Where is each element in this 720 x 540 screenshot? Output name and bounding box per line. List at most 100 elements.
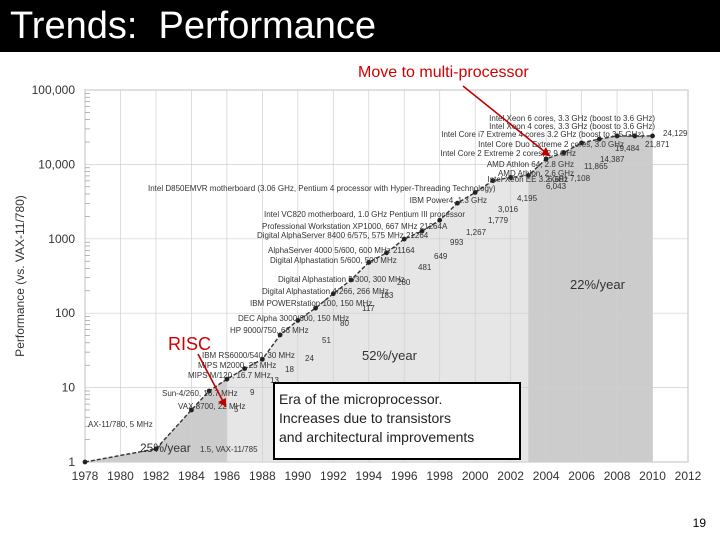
- era-box-line: Increases due to transistors: [279, 410, 451, 426]
- data-label: 280: [397, 278, 411, 287]
- machine-annotation: MIPS M/120, 16.7 MHz: [188, 371, 271, 380]
- data-point: [543, 156, 549, 162]
- data-point: [153, 446, 159, 452]
- x-tick-label: 1986: [214, 469, 241, 483]
- data-point: [525, 173, 531, 178]
- data-point: [508, 175, 514, 180]
- y-axis-label: Performance (vs. VAX-11/780): [13, 195, 27, 357]
- growth-rate-label: 25%/year: [140, 441, 191, 455]
- data-label: 993: [450, 238, 464, 247]
- x-tick-label: 2012: [675, 469, 702, 483]
- data-label: 1,779: [488, 216, 509, 225]
- machine-annotation: Sun-4/260, 16.7 MHz: [162, 389, 238, 398]
- machine-annotation: AMD Athlon, 2.6 GHz: [498, 169, 574, 178]
- data-point: [561, 150, 567, 156]
- x-tick-label: 1990: [284, 469, 311, 483]
- data-label: 5: [234, 405, 239, 414]
- data-point: [401, 236, 407, 242]
- machine-annotation: AX-11/780, 5 MHz: [88, 420, 153, 429]
- data-label: 80: [340, 319, 349, 328]
- machine-annotation: Digital Alphastation 5/300, 300 MHz: [278, 275, 405, 284]
- machine-annotation: Intel Xeon 4 cores, 3.3 GHz (boost to 3.…: [489, 122, 655, 131]
- data-point: [632, 133, 638, 139]
- x-tick-label: 1984: [178, 469, 205, 483]
- x-tick-label: 2010: [639, 469, 666, 483]
- data-point: [82, 459, 88, 465]
- data-label: 11,865: [584, 162, 608, 171]
- x-tick-label: 1982: [143, 469, 170, 483]
- data-point: [490, 178, 496, 184]
- data-point: [419, 228, 425, 234]
- data-point: [650, 133, 655, 139]
- data-point: [277, 332, 283, 338]
- x-tick-label: 1980: [107, 469, 134, 483]
- data-point: [455, 200, 460, 206]
- data-point: [259, 356, 265, 362]
- data-point: [224, 376, 230, 382]
- machine-annotation: Digital Alphastation 4/266, 266 MHz: [262, 287, 389, 296]
- x-tick-label: 1992: [320, 469, 347, 483]
- machine-annotation: DEC Alpha 3000/600, 150 MHz: [238, 314, 349, 323]
- data-point: [189, 407, 194, 413]
- machine-annotation: Digital Alphastation 5/600, 500 MHz: [270, 256, 397, 265]
- x-tick-label: 2002: [497, 469, 524, 483]
- machine-annotation: Intel Core Duo Extreme 2 cores, 3.0 GHz: [478, 140, 624, 149]
- page-number: 19: [692, 516, 706, 530]
- data-point: [596, 136, 602, 142]
- data-label: 18: [285, 365, 294, 374]
- data-point: [579, 140, 584, 146]
- growth-rate-label: 52%/year: [362, 348, 418, 363]
- title-bar: [0, 0, 720, 52]
- data-point: [330, 291, 336, 297]
- data-point: [206, 388, 212, 394]
- data-point: [348, 277, 354, 283]
- data-label: 51: [322, 336, 331, 345]
- callout-arrowhead: [541, 147, 550, 156]
- data-label: 9: [250, 388, 255, 397]
- data-label: 24,129: [663, 129, 688, 138]
- data-label: 649: [434, 252, 448, 261]
- machine-annotation: IBM POWERstation 100, 150 MHz: [250, 299, 372, 308]
- x-tick-label: 2000: [462, 469, 489, 483]
- x-tick-label: 1978: [72, 469, 99, 483]
- data-point: [614, 133, 620, 139]
- x-tick-label: 2008: [604, 469, 631, 483]
- y-tick-label: 100,000: [32, 83, 76, 97]
- data-label: 6,043: [546, 182, 567, 191]
- x-tick-label: 2006: [568, 469, 595, 483]
- era-box-line: and architectural improvements: [279, 429, 475, 445]
- machine-annotation: AMD Athlon 64, 2.8 GHz: [487, 160, 574, 169]
- machine-annotation: Professional Workstation XP1000, 667 MHz…: [262, 222, 448, 231]
- era-box: Era of the microprocessor. Increases due…: [273, 382, 521, 460]
- data-label: 117: [362, 304, 375, 313]
- data-label: 3,016: [498, 205, 519, 214]
- multicore-region-fill: [528, 175, 653, 462]
- callout-multiprocessor: Move to multi-processor: [358, 64, 529, 81]
- data-point: [437, 217, 443, 223]
- machine-annotation: Intel Core i7 Extreme 4 cores 3.2 GHz (b…: [441, 130, 644, 139]
- y-tick-label: 1: [68, 455, 75, 469]
- machine-annotation: Intel Xeon EE 3.2 GHz: [488, 175, 569, 184]
- data-label: 7,108: [570, 174, 591, 183]
- data-label: 183: [380, 291, 394, 300]
- x-tick-label: 1994: [355, 469, 382, 483]
- machine-annotation: Intel VC820 motherboard, 1.0 GHz Pentium…: [264, 210, 465, 219]
- slide-title: Trends: Performance: [10, 5, 377, 47]
- machine-annotation: MIPS M2000, 25 MHz: [198, 361, 276, 370]
- callout-risc: RISC: [168, 334, 212, 354]
- machine-annotation: Intel D850EMVR motherboard (3.06 GHz, Pe…: [148, 184, 496, 193]
- callout-arrowhead: [218, 398, 226, 407]
- callout-arrow: [462, 85, 551, 157]
- data-point: [366, 260, 372, 265]
- data-label: 21,871: [645, 140, 670, 149]
- x-tick-label: 1996: [391, 469, 418, 483]
- data-point: [313, 305, 318, 311]
- machine-annotation: AlphaServer 4000 5/600, 600 MHz 21164: [268, 246, 415, 255]
- data-label: 481: [418, 263, 432, 272]
- data-label: 1,267: [466, 228, 487, 237]
- y-tick-label: 10,000: [38, 157, 75, 171]
- growth-rate-label: 22%/year: [570, 277, 626, 292]
- data-point: [384, 250, 389, 256]
- data-point: [295, 318, 301, 323]
